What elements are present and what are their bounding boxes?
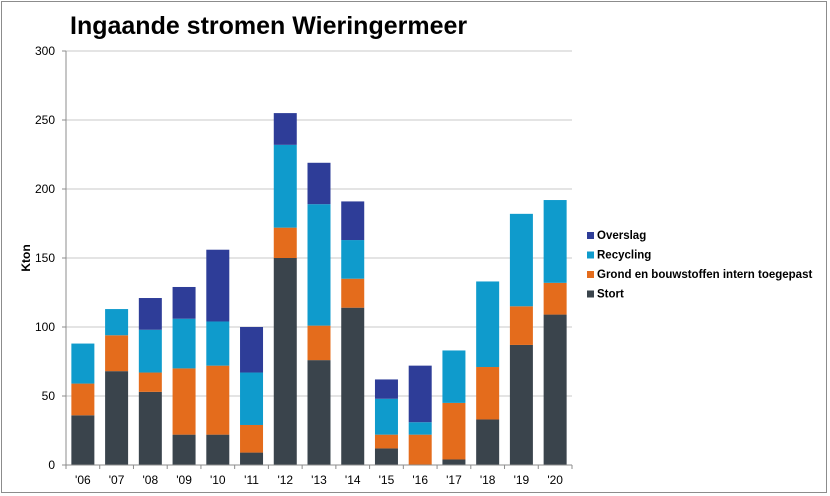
legend-label: Grond en bouwstoffen intern toegepast bbox=[597, 269, 812, 281]
y-tick-label: 0 bbox=[48, 458, 55, 472]
bar-segment bbox=[307, 162, 331, 205]
axes bbox=[62, 50, 573, 469]
bar-segment bbox=[138, 391, 162, 465]
bar-segment bbox=[509, 306, 533, 345]
x-tick-label: '19 bbox=[514, 473, 530, 487]
legend: Overslag Recycling Grond en bouwstoffen in… bbox=[587, 230, 812, 301]
bar-segment bbox=[442, 350, 466, 403]
bar-segment bbox=[105, 335, 129, 372]
bar-segment bbox=[341, 201, 365, 241]
x-tick-label: '12 bbox=[277, 473, 293, 487]
bar-segment bbox=[307, 204, 331, 326]
legend-swatch bbox=[587, 232, 594, 239]
x-tick-label: '17 bbox=[446, 473, 462, 487]
bar-segment bbox=[105, 371, 129, 465]
bar-segment bbox=[172, 434, 196, 465]
bar-segment bbox=[206, 434, 230, 465]
bar-segment bbox=[71, 415, 95, 465]
bar-segment bbox=[543, 200, 567, 283]
bar-segment bbox=[509, 344, 533, 465]
bar-segment bbox=[374, 448, 398, 465]
bar-segment bbox=[206, 321, 230, 366]
bar-segment bbox=[273, 144, 297, 228]
bar-segment bbox=[476, 281, 500, 368]
bar-segment bbox=[476, 419, 500, 465]
bar-segment bbox=[543, 282, 567, 315]
bar-segment bbox=[273, 113, 297, 145]
bar-segment bbox=[105, 309, 129, 336]
bar-segment bbox=[509, 213, 533, 307]
chart-title: Ingaande stromen Wieringermeer bbox=[70, 12, 468, 40]
bar-segment bbox=[374, 379, 398, 399]
bar-segment bbox=[138, 298, 162, 330]
x-tick-label: '20 bbox=[547, 473, 563, 487]
bar-segment bbox=[240, 452, 264, 465]
bar-segment bbox=[172, 286, 196, 319]
bar-segment bbox=[341, 240, 365, 279]
y-tick-label: 250 bbox=[35, 113, 55, 127]
bar-segment bbox=[172, 368, 196, 435]
y-tick-labels: 0 50 100 150 200 250 300 bbox=[35, 44, 55, 472]
x-tick-label: '11 bbox=[244, 473, 259, 487]
bar-segment bbox=[71, 343, 95, 384]
bar-segment bbox=[273, 258, 297, 465]
x-tick-label: '16 bbox=[412, 473, 428, 487]
legend-swatch bbox=[587, 290, 594, 298]
y-axis-label: Kton bbox=[19, 244, 33, 271]
bar-segment bbox=[138, 372, 162, 392]
bar-segment bbox=[273, 227, 297, 258]
x-tick-label: '18 bbox=[480, 473, 496, 487]
legend-label: Overslag bbox=[597, 230, 646, 242]
legend-label: Recycling bbox=[597, 250, 651, 262]
y-tick-label: 200 bbox=[35, 182, 55, 196]
bar-segment bbox=[408, 422, 432, 435]
bar-segment bbox=[240, 327, 264, 373]
bar-segment bbox=[408, 434, 432, 465]
x-tick-label: '08 bbox=[143, 473, 159, 487]
y-tick-label: 50 bbox=[42, 389, 56, 403]
x-tick-label: '06 bbox=[75, 473, 91, 487]
bar-segment bbox=[442, 402, 466, 460]
legend-swatch bbox=[587, 251, 594, 259]
x-tick-label: '09 bbox=[176, 473, 192, 487]
bar-segment bbox=[206, 365, 230, 435]
bar-segment bbox=[138, 329, 162, 373]
x-tick-label: '13 bbox=[311, 473, 327, 487]
bar-segment bbox=[374, 398, 398, 435]
x-tick-label: '10 bbox=[210, 473, 226, 487]
y-tick-label: 300 bbox=[35, 44, 55, 58]
y-tick-label: 100 bbox=[35, 320, 55, 334]
bar-segment bbox=[543, 314, 567, 465]
bar-segment bbox=[408, 365, 432, 423]
bar-segment bbox=[476, 367, 500, 420]
legend-swatch bbox=[587, 271, 594, 278]
bar-segment bbox=[240, 372, 264, 425]
bar-segment bbox=[71, 383, 95, 416]
x-tick-labels: '06 '07 '08 '09 '10 '11 '12 '13 '14 '15 '16 '17 '18 '… bbox=[75, 473, 563, 487]
bar-segment bbox=[307, 325, 331, 361]
legend-label: Stort bbox=[597, 289, 624, 301]
bar-segment bbox=[442, 459, 466, 465]
x-tick-label: '07 bbox=[109, 473, 125, 487]
bar-segment bbox=[240, 424, 264, 453]
bar-stacks bbox=[71, 113, 567, 465]
x-tick-label: '15 bbox=[379, 473, 395, 487]
bar-segment bbox=[206, 249, 230, 322]
bar-segment bbox=[172, 318, 196, 369]
bar-segment bbox=[307, 360, 331, 465]
bar-segment bbox=[374, 434, 398, 449]
y-tick-label: 150 bbox=[35, 251, 55, 265]
bar-segment bbox=[341, 278, 365, 308]
x-tick-label: '14 bbox=[345, 473, 361, 487]
bar-segment bbox=[341, 307, 365, 465]
